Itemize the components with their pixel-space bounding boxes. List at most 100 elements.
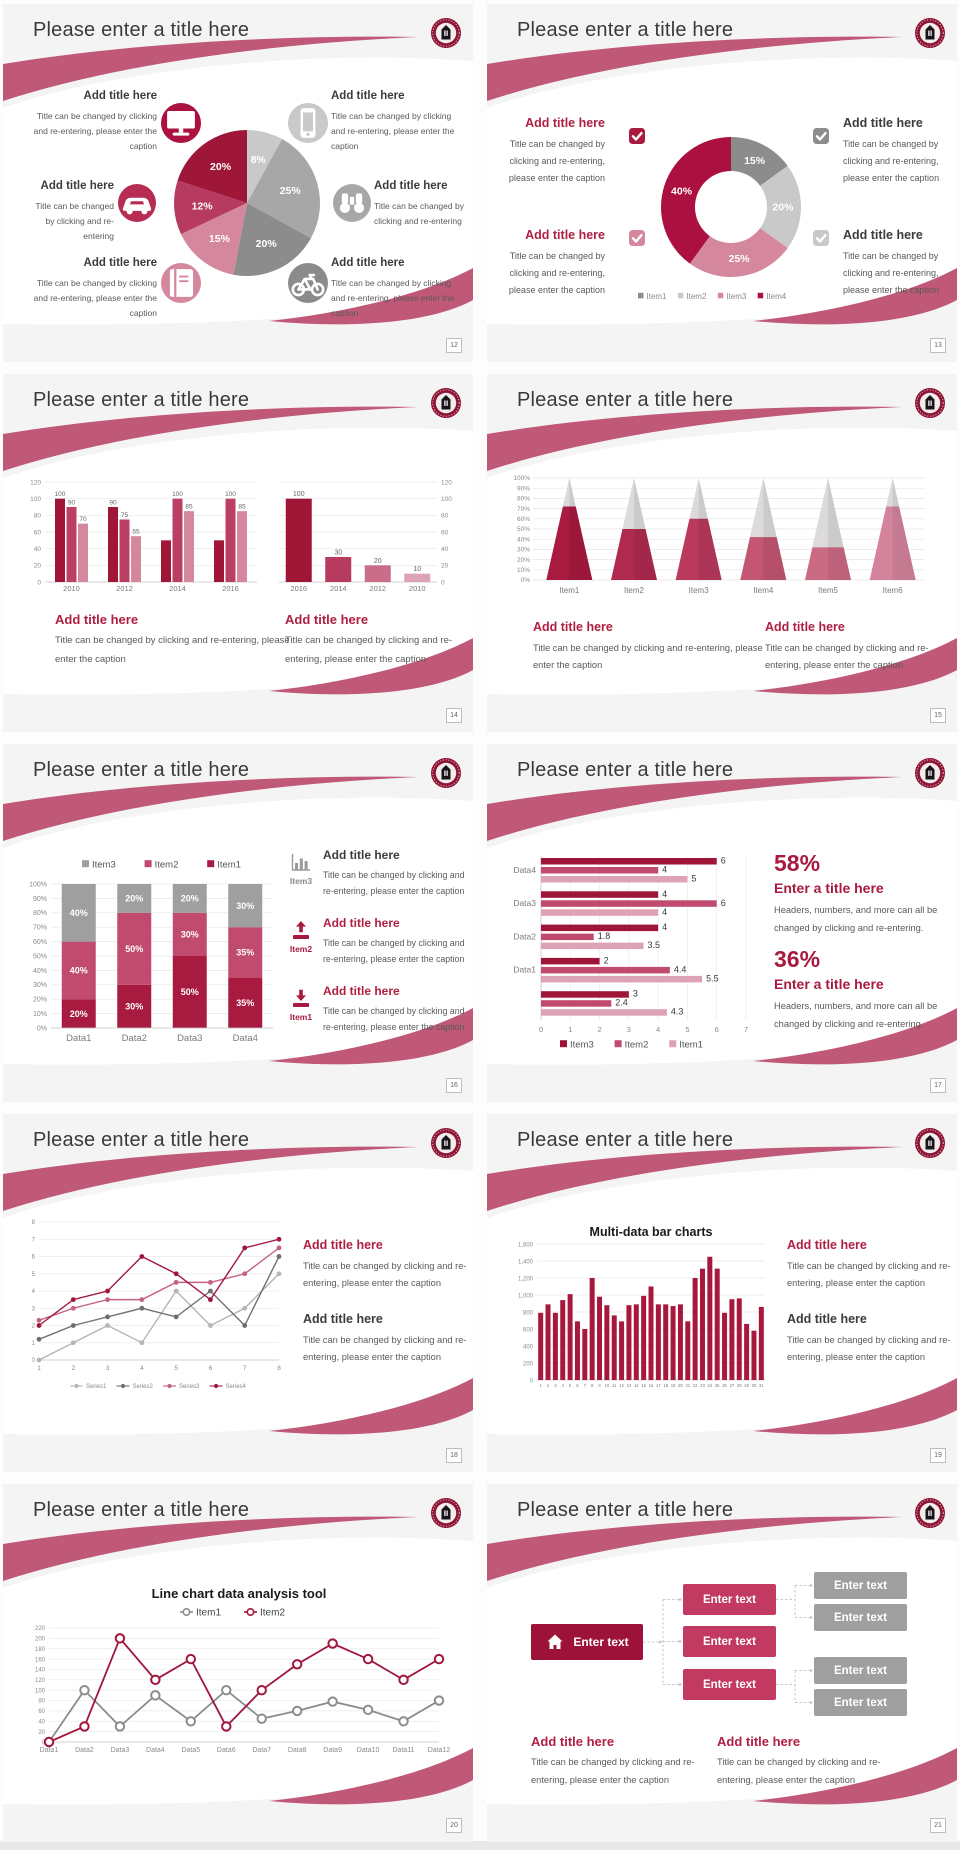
top-swoosh (3, 1516, 419, 1581)
panel-caption: Title can be changed by clicking and re-… (323, 1006, 465, 1033)
svg-text:Item2: Item2 (155, 859, 179, 870)
slide-thumbnail-19[interactable]: Please enter a title here 19 0 200 400 600 800… (487, 1114, 957, 1472)
page-number-badge: 20 (446, 1818, 462, 1833)
svg-text:80%: 80% (517, 496, 530, 503)
svg-text:29: 29 (744, 1383, 749, 1388)
svg-text:Series2: Series2 (133, 1384, 154, 1390)
slide-background (3, 1484, 473, 1842)
svg-text:10: 10 (413, 566, 421, 573)
svg-text:Item1: Item1 (196, 1608, 221, 1619)
slide-title: Please enter a title here (517, 389, 734, 411)
panel-caption: Title can be changed by clicking and re-… (717, 1757, 881, 1785)
svg-text:Item3: Item3 (570, 1039, 594, 1050)
bottom-swoosh (753, 268, 957, 325)
top-swoosh (3, 406, 419, 471)
svg-text:Data1: Data1 (513, 965, 536, 975)
panel-caption: Title can be changed by clicking and re-… (303, 1334, 467, 1363)
panel-heading: Add title here (531, 1734, 615, 1749)
svg-text:3: 3 (627, 1025, 631, 1034)
svg-text:Data7: Data7 (252, 1747, 271, 1754)
slide-title: Please enter a title here (33, 1499, 250, 1521)
svg-text:1: 1 (32, 1341, 36, 1347)
svg-text:2012: 2012 (369, 584, 386, 593)
panel-heading: Add title here (285, 612, 369, 627)
slide-thumbnail-12[interactable]: Please enter a title here 12 8% 25% 20% 15% 12… (3, 4, 473, 362)
svg-text:4.4: 4.4 (674, 964, 687, 974)
svg-text:30%: 30% (181, 930, 199, 940)
slide-thumbnail-14[interactable]: Please enter a title here 14 0 20 40 60 80 100 1… (3, 374, 473, 732)
svg-text:28: 28 (737, 1383, 742, 1388)
svg-text:3: 3 (633, 989, 638, 999)
bar-chart-icon (291, 854, 310, 871)
svg-text:20%: 20% (256, 238, 278, 250)
svg-text:50%: 50% (181, 987, 199, 997)
svg-text:0: 0 (539, 1025, 543, 1034)
svg-text:1.8: 1.8 (598, 931, 611, 941)
svg-text:2016: 2016 (222, 584, 239, 593)
page-number-badge: 18 (446, 1448, 462, 1463)
top-swoosh (487, 406, 903, 471)
panel-heading: Add title here (787, 1238, 867, 1252)
panel-heading: Add title here (843, 228, 923, 242)
svg-text:6: 6 (32, 1255, 36, 1261)
svg-text:25%: 25% (280, 185, 302, 197)
university-logo-icon (431, 758, 461, 788)
svg-text:20%: 20% (210, 161, 232, 173)
svg-text:80: 80 (441, 513, 449, 520)
line-legend: Series1 Series2 Series3 Series4 (70, 1383, 247, 1390)
svg-text:Item1: Item1 (559, 586, 580, 595)
svg-text:20: 20 (38, 1730, 45, 1736)
svg-text:10%: 10% (517, 567, 530, 574)
svg-text:5.5: 5.5 (706, 973, 719, 983)
slide-thumbnail-17[interactable]: Please enter a title here 17 0 1 2 3 4 5 6 7 Data4… (487, 744, 957, 1102)
panel-caption: Title can be changed by clicking and re-… (323, 870, 465, 897)
stat-heading: Enter a title here (774, 880, 884, 896)
svg-text:20: 20 (678, 1383, 683, 1388)
svg-text:0: 0 (42, 1740, 46, 1746)
svg-text:800: 800 (523, 1310, 534, 1316)
svg-text:400: 400 (523, 1344, 534, 1350)
slide-title: Please enter a title here (517, 19, 734, 41)
slide-title: Please enter a title here (517, 1499, 734, 1521)
svg-text:Data8: Data8 (288, 1747, 307, 1754)
slide-title: Please enter a title here (33, 389, 250, 411)
svg-text:24: 24 (708, 1383, 713, 1388)
svg-text:40: 40 (34, 546, 42, 553)
slide-thumbnail-18[interactable]: Please enter a title here 18 0 1 2 3 4 5 6 7 8 1 2 3 4… (3, 1114, 473, 1472)
svg-text:4: 4 (662, 922, 667, 932)
svg-text:25%: 25% (729, 253, 751, 265)
svg-text:8: 8 (591, 1383, 594, 1388)
svg-text:1: 1 (540, 1383, 543, 1388)
panel-caption: Title can be changed by clicking and re-… (35, 200, 114, 242)
university-logo-icon (431, 388, 461, 418)
svg-text:2: 2 (32, 1324, 36, 1330)
panel-heading: Add title here (843, 116, 923, 130)
svg-text:90%: 90% (33, 896, 47, 903)
svg-text:140: 140 (35, 1668, 46, 1674)
svg-text:180: 180 (35, 1647, 46, 1653)
slide-thumbnail-20[interactable]: Please enter a title here 20 Line chart da… (3, 1484, 473, 1842)
svg-text:100: 100 (293, 491, 305, 498)
university-logo-icon (915, 388, 945, 418)
slide-thumbnail-15[interactable]: Please enter a title here 15 0% 10% 20% 30% 40… (487, 374, 957, 732)
checkbox-icon (629, 128, 645, 144)
svg-text:Item3: Item3 (689, 586, 710, 595)
svg-text:Item2: Item2 (624, 586, 645, 595)
panel-heading: Add title here (331, 257, 405, 269)
svg-text:22: 22 (693, 1383, 698, 1388)
svg-text:50%: 50% (125, 944, 143, 954)
svg-text:2012: 2012 (116, 584, 133, 593)
slide-thumbnail-21[interactable]: Please enter a title here 21 Enter text Ent… (487, 1484, 957, 1842)
svg-text:Data11: Data11 (393, 1747, 415, 1754)
svg-text:Item4: Item4 (753, 586, 774, 595)
slide-thumbnail-13[interactable]: Please enter a title here 13 15% 20% 25% 40% I… (487, 4, 957, 362)
svg-text:12: 12 (619, 1383, 624, 1388)
svg-text:20%: 20% (181, 894, 199, 904)
panel-heading: Add title here (787, 1312, 867, 1326)
svg-text:0: 0 (441, 579, 445, 586)
slide-thumbnail-16[interactable]: Please enter a title here 16 Item3 Item2 Ite… (3, 744, 473, 1102)
svg-text:3: 3 (106, 1365, 110, 1372)
svg-text:Data6: Data6 (217, 1747, 236, 1754)
svg-text:Series3: Series3 (179, 1384, 200, 1390)
